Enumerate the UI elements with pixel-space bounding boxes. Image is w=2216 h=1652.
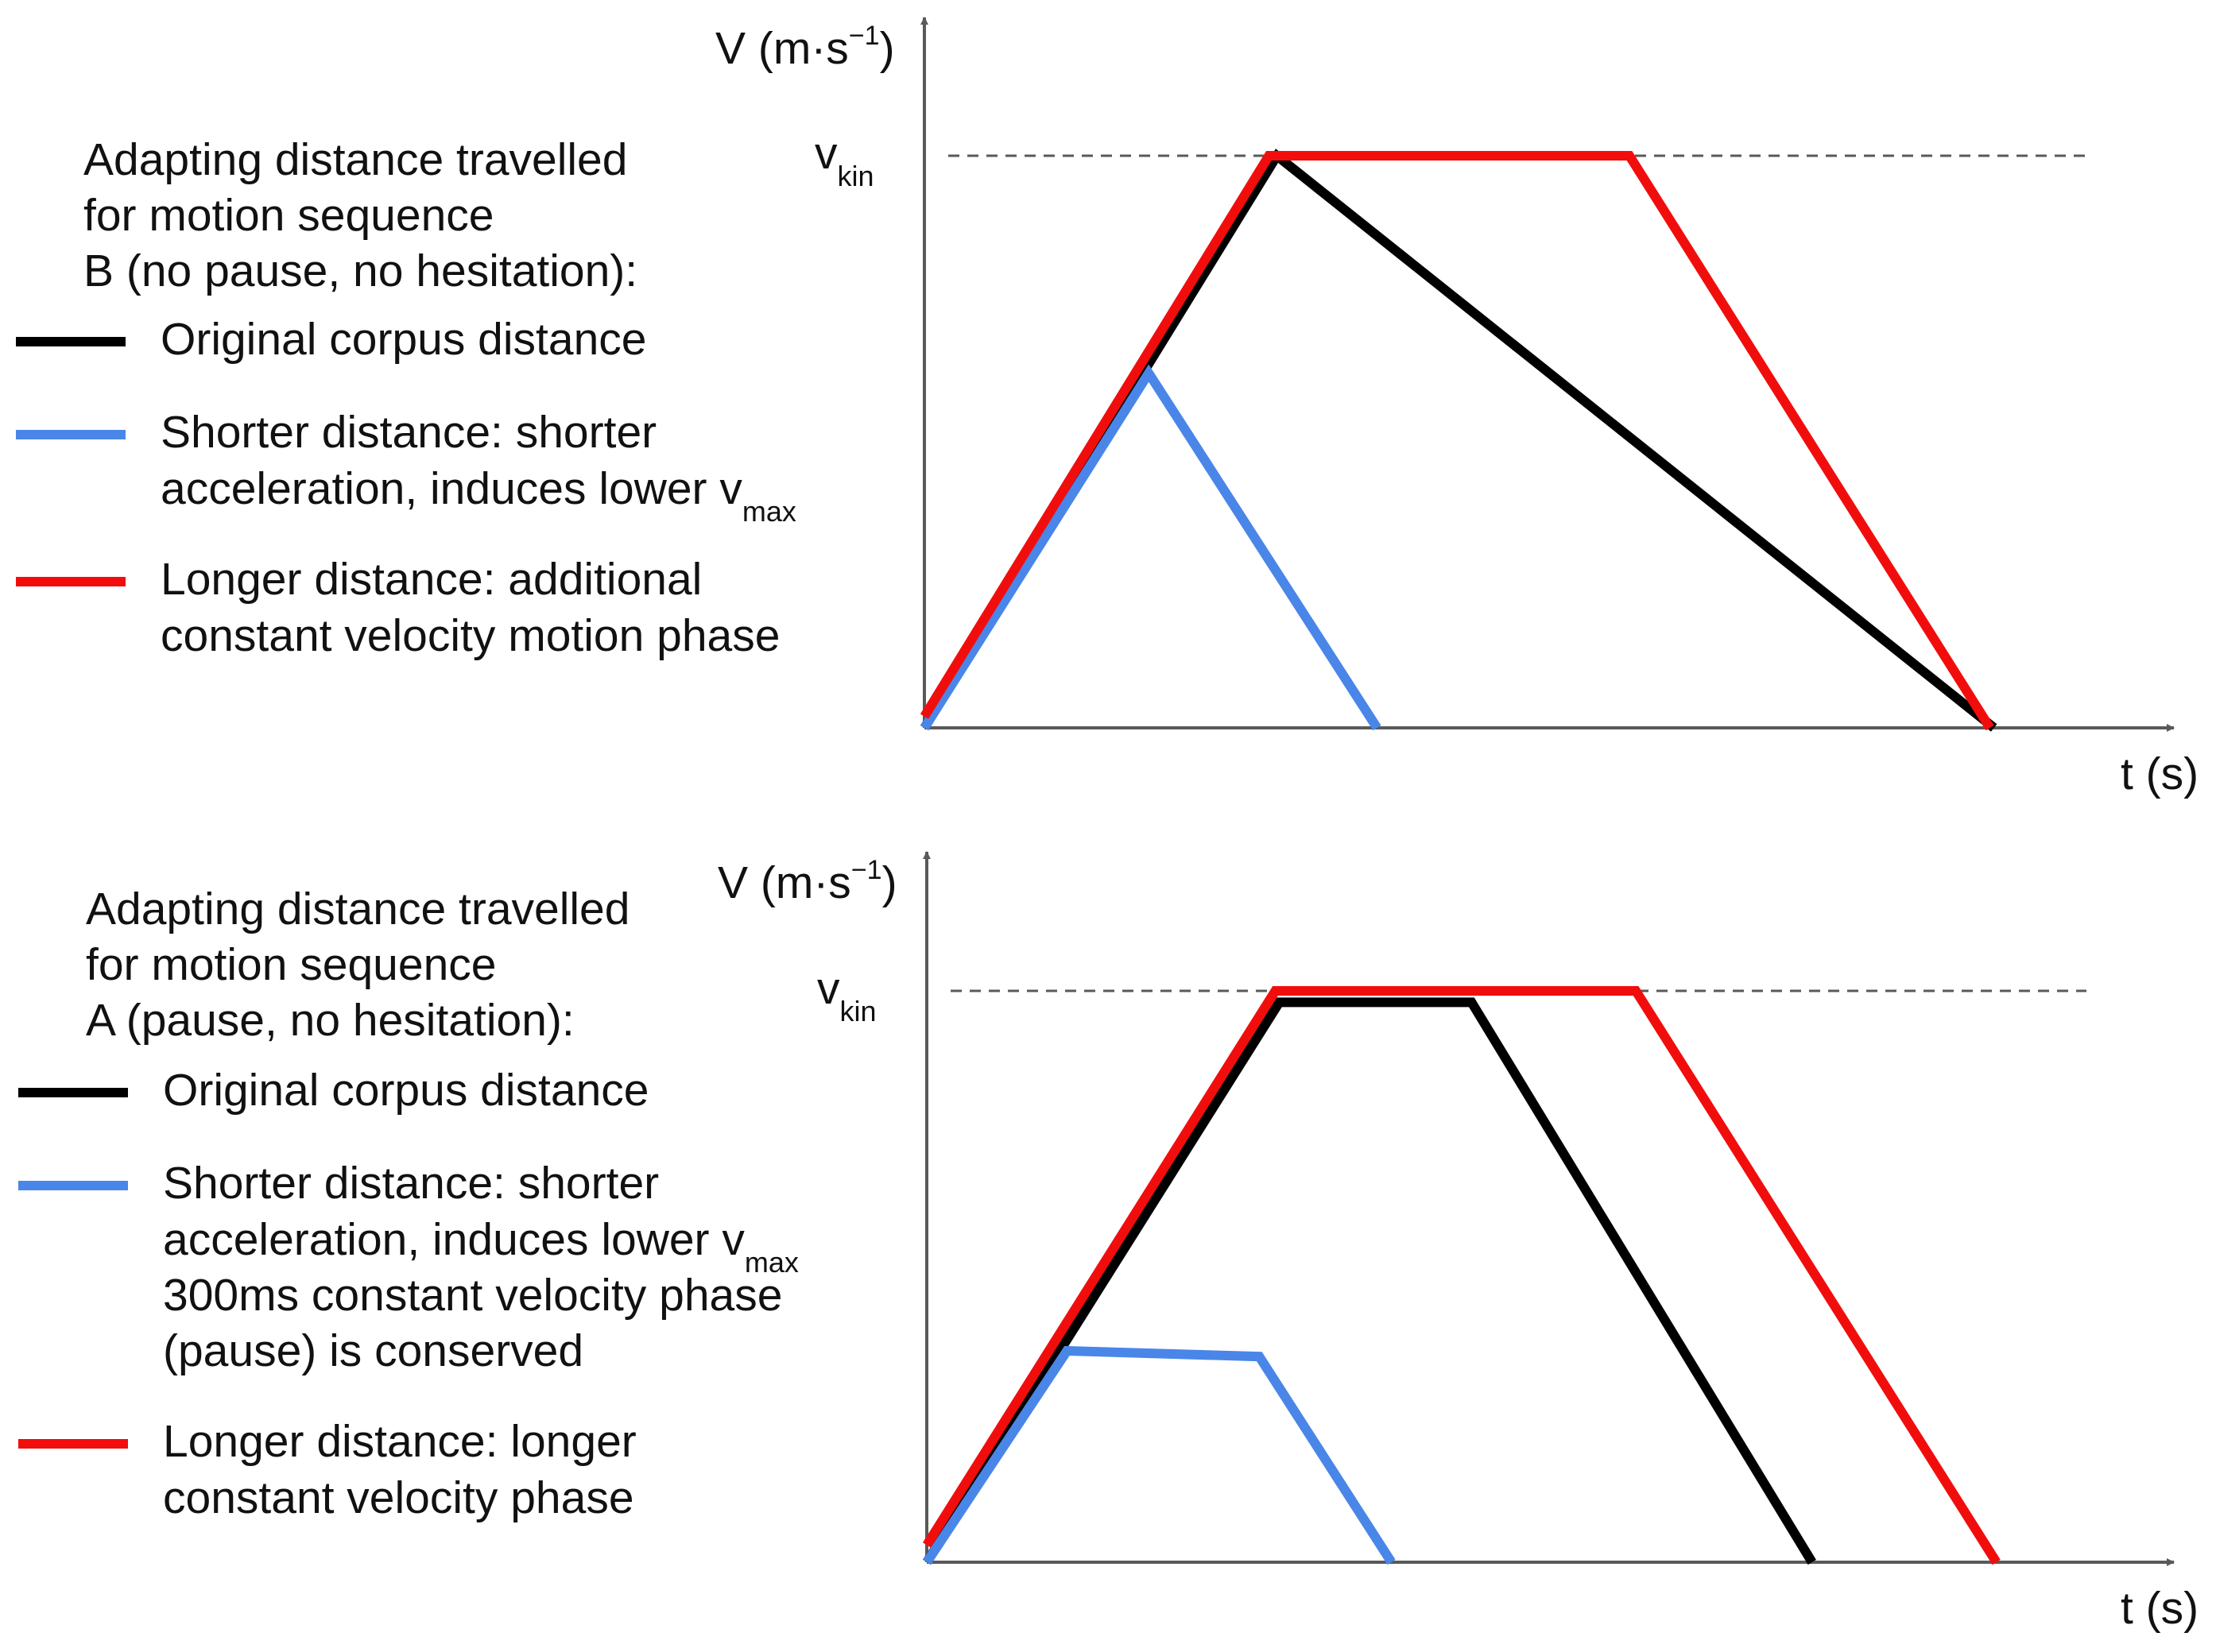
- panel-title-line: for motion sequence: [86, 939, 496, 990]
- legend-label: constant velocity motion phase: [161, 610, 780, 661]
- panel-title-line: Adapting distance travelled: [86, 884, 630, 934]
- series-line-shorter: [920, 364, 1381, 731]
- legend-label: constant velocity phase: [163, 1472, 634, 1523]
- series-line-original: [922, 997, 1816, 1565]
- legend-label: Original corpus distance: [163, 1065, 649, 1116]
- legend-label: Shorter distance: shorter: [163, 1158, 659, 1209]
- legend-label: acceleration, induces lower vmax: [161, 463, 796, 528]
- legend-label: Longer distance: longer: [163, 1416, 637, 1467]
- y-axis-label: V (m·s−1): [718, 855, 897, 908]
- panel-title-line: B (no pause, no hesitation):: [83, 246, 637, 296]
- panel-title-line: Adapting distance travelled: [83, 134, 627, 185]
- legend-label: Shorter distance: shorter: [161, 407, 657, 458]
- panel-title-line: A (pause, no hesitation):: [86, 995, 575, 1046]
- series-line-longer: [920, 151, 1994, 731]
- panel-title-line: for motion sequence: [83, 190, 494, 241]
- series-line-longer: [922, 986, 2001, 1565]
- reference-label-vkin: vkin: [815, 128, 874, 192]
- legend-item-original: Original corpus distance: [16, 314, 646, 365]
- x-axis-label: t (s): [2121, 749, 2199, 799]
- legend-label: acceleration, induces lower vmax: [163, 1214, 799, 1279]
- legend-label: (pause) is conserved: [163, 1325, 583, 1376]
- reference-label-vkin: vkin: [817, 963, 877, 1027]
- legend-label: Original corpus distance: [161, 314, 646, 365]
- series-line-shorter: [922, 1345, 1396, 1565]
- legend-label: 300ms constant velocity phase: [163, 1270, 782, 1321]
- legend-label: Longer distance: additional: [161, 554, 702, 605]
- x-axis-label: t (s): [2121, 1583, 2199, 1634]
- legend-item-original: Original corpus distance: [18, 1065, 649, 1116]
- y-axis-label: V (m·s−1): [715, 21, 895, 74]
- series-line-original: [920, 149, 1997, 732]
